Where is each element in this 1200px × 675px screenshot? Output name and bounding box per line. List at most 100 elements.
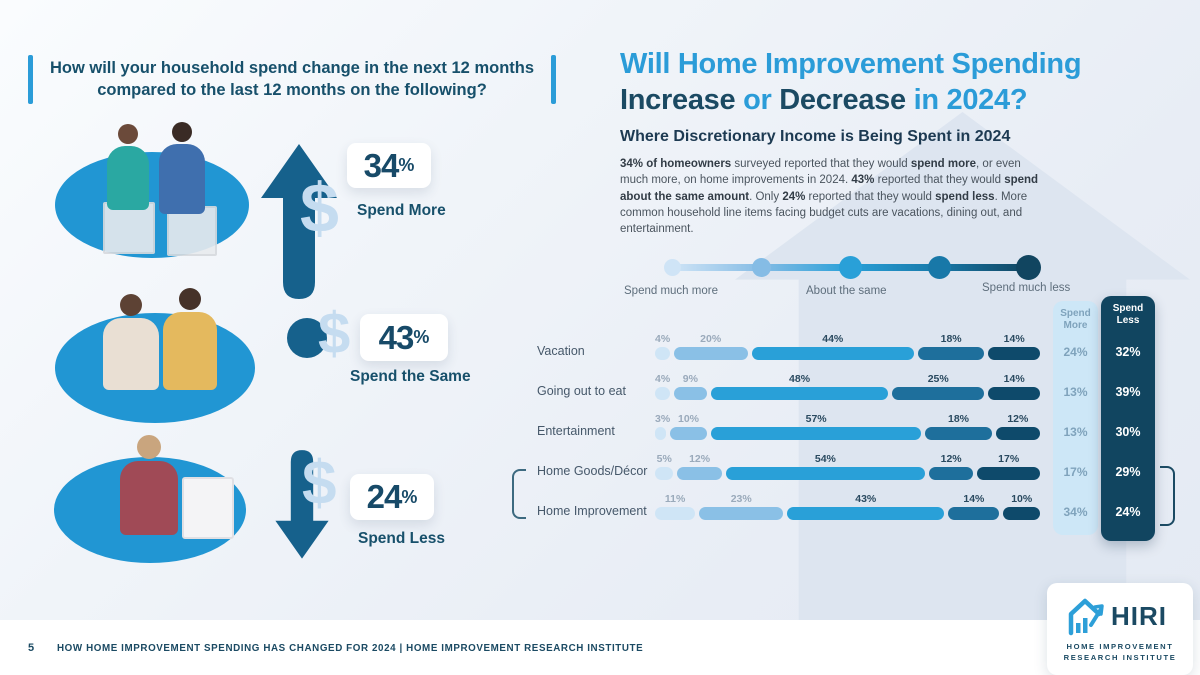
spend-less-value: 32% — [1115, 345, 1141, 359]
home-rows-bracket-left — [512, 469, 526, 519]
segment-value: 9% — [682, 373, 698, 385]
scale-dot — [1015, 255, 1041, 280]
segment-value: 23% — [730, 493, 752, 505]
segment-value: 25% — [927, 373, 949, 385]
dollar-icon: $ — [302, 449, 337, 518]
dollar-icon: $ — [318, 301, 351, 366]
bar-segment: 48% — [710, 373, 889, 400]
main-heading: Will Home Improvement Spending Increase … — [620, 46, 1180, 119]
photo-spend-less — [54, 435, 254, 565]
segment-value: 54% — [814, 453, 836, 465]
bar-segment: 17% — [977, 453, 1041, 480]
stat-label-spend-less: Spend Less — [358, 530, 445, 547]
category-label: Entertainment — [537, 424, 615, 438]
segment-value: 57% — [805, 413, 827, 425]
bar-segment: 44% — [751, 333, 914, 360]
arrow-down-icon — [275, 450, 329, 559]
bar-segment: 18% — [917, 333, 985, 360]
bar-track: 5% 12% 54% 12% 17% — [655, 453, 1041, 480]
bar-segment: 10% — [670, 413, 707, 440]
segment-value: 5% — [656, 453, 672, 465]
bar-row: Home Goods/Décor 5% 12% 54% 12% 17% — [537, 453, 1041, 483]
title-accent-bar-left — [28, 55, 33, 104]
bar-segment: 14% — [988, 373, 1040, 400]
title-accent-bar-right — [551, 55, 556, 104]
segment-value: 10% — [678, 413, 700, 425]
stat-card-spend-same: 43% — [360, 314, 448, 361]
home-rows-bracket-right — [1160, 466, 1175, 526]
segment-value: 10% — [1011, 493, 1033, 505]
scale-label-much-less: Spend much less — [982, 282, 1071, 294]
bar-track: 3% 10% 57% 18% 12% — [655, 413, 1040, 440]
person-silhouette — [103, 294, 159, 390]
segment-value: 14% — [1003, 333, 1025, 345]
bar-segment: 57% — [710, 413, 922, 440]
stat-card-spend-more: 34% — [347, 143, 431, 188]
stat-label-spend-more: Spend More — [357, 202, 446, 219]
category-label: Home Improvement — [537, 504, 647, 518]
question-title: How will your household spend change in … — [49, 59, 535, 100]
bar-segment: 25% — [892, 373, 985, 400]
stat-value: 43 — [378, 318, 415, 356]
bar-segment: 12% — [677, 453, 722, 480]
spend-more-column: Spend More 24% 13% 13% 17% 34% — [1053, 301, 1098, 535]
bar-segment: 3% — [655, 413, 671, 440]
segment-value: 44% — [822, 333, 844, 345]
hiri-logo-subtext: HOME IMPROVEMENT RESEARCH INSTITUTE — [1063, 642, 1177, 663]
scale-label-much-more: Spend much more — [624, 285, 718, 297]
bar-segment: 14% — [948, 493, 1000, 520]
spend-more-value: 24% — [1063, 345, 1088, 359]
segment-value: 12% — [689, 453, 711, 465]
stat-percent-sign: % — [413, 327, 430, 347]
person-silhouette — [163, 288, 217, 390]
bar-segment: 18% — [925, 413, 992, 440]
bar-segment: 14% — [988, 333, 1040, 360]
summary-paragraph: 34% of homeowners surveyed reported that… — [620, 158, 1039, 236]
bar-track: 11% 23% 43% 14% 10% — [655, 493, 1040, 520]
bar-segment: 5% — [655, 453, 674, 480]
computer-monitor-shape — [182, 477, 234, 539]
segment-value: 11% — [664, 493, 686, 505]
spend-less-column: Spend Less 32% 39% 30% 29% 24% — [1101, 296, 1155, 541]
bar-segment: 4% — [655, 333, 670, 360]
bar-segment: 12% — [929, 453, 974, 480]
spend-more-value: 34% — [1063, 505, 1088, 519]
bar-segment: 12% — [995, 413, 1040, 440]
bar-segment: 11% — [655, 493, 696, 520]
category-label: Vacation — [537, 344, 585, 358]
stat-value: 24 — [366, 478, 403, 515]
segment-value: 14% — [1003, 373, 1025, 385]
segment-value: 14% — [963, 493, 985, 505]
bar-segment: 20% — [673, 333, 748, 360]
hiri-house-icon — [1068, 598, 1104, 636]
person-silhouette — [159, 122, 205, 214]
photo-spend-more — [55, 120, 255, 260]
spend-more-value: 13% — [1063, 385, 1088, 399]
category-label: Home Goods/Décor — [537, 464, 648, 478]
segment-value: 12% — [940, 453, 962, 465]
segment-value: 18% — [948, 413, 970, 425]
spend-less-value: 29% — [1115, 465, 1141, 479]
segment-value: 3% — [655, 413, 671, 425]
question-title-block: How will your household spend change in … — [28, 55, 556, 104]
dollar-icon: $ — [300, 169, 339, 247]
heading-line-1: Will Home Improvement Spending — [620, 48, 1082, 80]
arrow-up-icon — [261, 144, 337, 299]
heading-line-2: Increase or Decrease in 2024? — [620, 84, 1028, 117]
stat-card-spend-less: 24% — [350, 474, 434, 520]
spend-more-value: 13% — [1063, 425, 1088, 439]
scale-dot — [927, 256, 951, 279]
footer: 5 HOW HOME IMPROVEMENT SPENDING HAS CHAN… — [0, 620, 1200, 675]
photo-spend-same — [55, 288, 260, 423]
stat-value: 34 — [363, 146, 400, 184]
shopping-cart-shape — [103, 202, 155, 254]
scale-dot — [663, 259, 681, 276]
bar-track: 4% 20% 44% 18% 14% — [655, 333, 1040, 360]
spend-less-header: Spend Less — [1112, 303, 1144, 326]
stat-percent-sign: % — [398, 155, 415, 175]
scale-dot — [838, 256, 862, 279]
bar-row: Vacation 4% 20% 44% 18% 14% — [537, 333, 1040, 363]
hiri-logo-text: HIRI — [1111, 600, 1167, 631]
spend-more-header: Spend More — [1060, 308, 1091, 331]
